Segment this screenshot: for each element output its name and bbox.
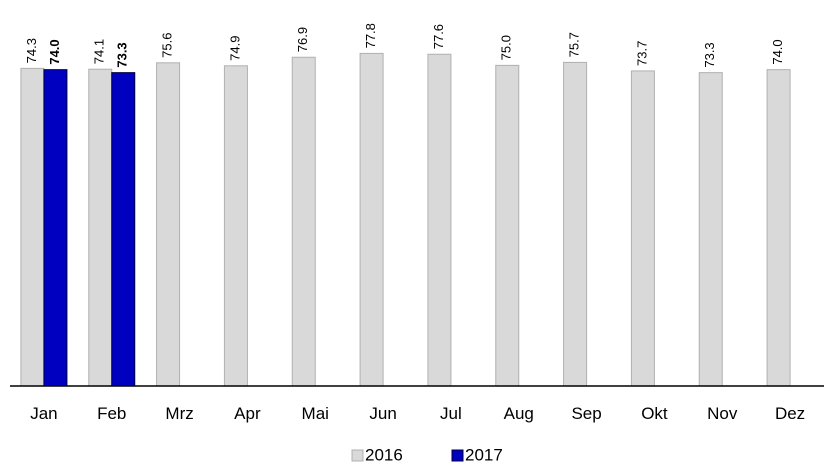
bar <box>20 67 45 387</box>
value-label: 77.6 <box>431 24 446 49</box>
bar <box>563 61 588 387</box>
value-label: 74.9 <box>227 35 242 60</box>
x-tick-label: Aug <box>504 404 534 423</box>
legend-swatch <box>351 449 364 462</box>
value-label: 75.0 <box>499 35 514 60</box>
bar <box>427 53 452 387</box>
x-tick-label: Jan <box>30 404 57 423</box>
x-tick-label: Jul <box>440 404 462 423</box>
x-tick-label: Okt <box>641 404 668 423</box>
legend-label: 2016 <box>365 445 403 464</box>
value-label: 73.7 <box>634 41 649 66</box>
bar <box>495 64 520 387</box>
x-tick-label: Jun <box>369 404 396 423</box>
bar <box>359 52 384 387</box>
value-label: 75.7 <box>567 32 582 57</box>
value-label: 74.0 <box>47 39 62 64</box>
x-tick-label: Mrz <box>165 404 193 423</box>
x-tick-label: Mai <box>302 404 329 423</box>
x-tick-label: Nov <box>707 404 738 423</box>
value-label: 73.3 <box>702 42 717 67</box>
value-label: 75.6 <box>160 32 175 57</box>
x-tick-label: Sep <box>571 404 601 423</box>
value-label: 74.3 <box>24 38 39 63</box>
value-label: 74.0 <box>770 39 785 64</box>
bar <box>630 70 655 387</box>
x-tick-label: Apr <box>234 404 261 423</box>
bar <box>88 68 113 387</box>
x-tick-label: Feb <box>97 404 126 423</box>
legend-swatch <box>451 449 464 462</box>
value-label: 76.9 <box>295 27 310 52</box>
bar <box>223 65 248 387</box>
bar <box>111 72 136 387</box>
bar <box>43 69 68 387</box>
value-label: 77.8 <box>363 23 378 48</box>
value-label: 73.3 <box>115 42 130 67</box>
bar <box>156 62 181 387</box>
bar <box>291 56 316 387</box>
bar <box>766 69 791 387</box>
value-label: 74.1 <box>92 39 107 64</box>
legend-label: 2017 <box>465 445 503 464</box>
bar <box>698 72 723 387</box>
x-tick-label: Dez <box>775 404 805 423</box>
